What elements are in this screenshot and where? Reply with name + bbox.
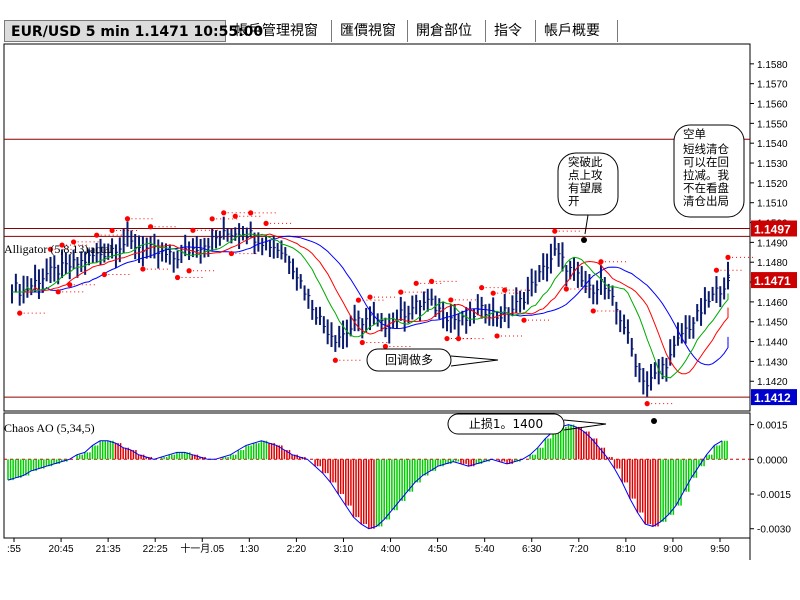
price-tick-label: 1.1450 — [757, 318, 788, 329]
price-tick-label: 1.1550 — [757, 119, 788, 130]
fractal-up-marker — [232, 213, 238, 219]
time-tick-label: 21:35 — [96, 544, 121, 555]
price-tick-label: 1.1460 — [757, 298, 788, 309]
time-tick-label: :55 — [7, 544, 21, 555]
price-tag-label: 1.1497 — [754, 222, 791, 236]
stoploss-marker — [651, 418, 657, 424]
price-tag — [751, 220, 797, 237]
tab-account-summary[interactable]: 帳戶概要 — [538, 20, 618, 42]
axes: 1.1580 1.1570 1.1560 1.1550 1.1540 1.1530 1.15… — [7, 60, 797, 555]
price-tag — [751, 272, 797, 289]
price-tick-label: 1.1560 — [757, 100, 788, 111]
tab-bar: EUR/USD 5 min 1.1471 10:55:00 帳戶管理視窗 匯價視… — [0, 20, 800, 44]
fractal-up-marker — [147, 224, 154, 230]
price-tick-label: 1.1530 — [757, 159, 788, 170]
ao-chart-title: Chaos AO (5,34,5) — [4, 421, 95, 435]
alligator-jaw-line — [12, 235, 729, 366]
short-title: 空单 — [683, 128, 706, 141]
price-tick-label: 1.1510 — [757, 199, 788, 210]
time-tick-label: 9:00 — [663, 544, 683, 555]
ao-tick-label: -0.0030 — [757, 525, 791, 536]
time-tick-label: 6:30 — [522, 544, 542, 555]
time-tick-label: 4:00 — [381, 544, 401, 555]
price-tick-label: 1.1490 — [757, 238, 788, 249]
time-tick-label: 5:40 — [475, 544, 495, 555]
ao-tick-label: 0.0015 — [757, 421, 788, 432]
breakout-text: 突破此点上攻有望展开 — [568, 156, 603, 208]
breakout-callout: 突破此点上攻有望展开 — [557, 152, 619, 235]
fractal-up-marker — [248, 210, 254, 216]
tab-open-positions[interactable]: 開倉部位 — [410, 20, 486, 42]
price-tick-label: 1.1580 — [757, 60, 788, 71]
price-tag-label: 1.1471 — [754, 274, 791, 288]
time-tick-label: 3:10 — [334, 544, 354, 555]
fractal-down-marker — [228, 250, 235, 257]
price-tick-label: 1.1420 — [757, 377, 788, 388]
time-tick-label: 9:50 — [710, 544, 730, 555]
fractal-up-marker — [190, 227, 196, 233]
price-tag-label: 1.1412 — [754, 391, 791, 405]
time-tick-label: 22:25 — [143, 544, 168, 555]
fractal-up-marker — [209, 216, 215, 222]
price-tick-label: 1.1520 — [757, 179, 788, 190]
time-tick-label: 7:20 — [569, 544, 589, 555]
price-tick-label: 1.1430 — [757, 357, 788, 368]
price-tick-label: 1.1440 — [757, 338, 788, 349]
price-tick-label: 1.1540 — [757, 139, 788, 150]
time-tick-label: 4:50 — [428, 544, 448, 555]
price-chart — [4, 138, 756, 407]
time-tick-label: 20:45 — [49, 544, 74, 555]
price-tick-label: 1.1570 — [757, 80, 788, 91]
ao-chart — [4, 424, 750, 530]
tab-quotes[interactable]: 匯價視窗 — [334, 20, 408, 42]
short-callout: 空单 短线清仓可以在回拉减。我不在看盘清仓出局 — [673, 124, 745, 218]
price-chart-title: Alligator (5,8,13) — [4, 242, 88, 256]
time-tick-label: 2:20 — [287, 544, 307, 555]
ao-signal-line — [7, 424, 723, 530]
price-tag — [751, 389, 797, 406]
time-tick-label: 十一月.05 — [180, 542, 224, 555]
tab-symbol[interactable]: EUR/USD 5 min 1.1471 10:55:00 — [4, 20, 263, 42]
breakout-marker — [581, 237, 587, 243]
pullback-callout: 回调做多 — [366, 348, 499, 372]
short-note: 短线清仓可以在回拉减。我不在看盘清仓出局 — [683, 142, 729, 208]
alligator-teeth-line — [12, 233, 729, 375]
ao-tick-label: -0.0015 — [757, 490, 791, 501]
time-tick-label: 1:30 — [240, 544, 260, 555]
time-tick-label: 8:10 — [616, 544, 636, 555]
fractal-down-marker — [186, 268, 192, 274]
fractal-label: ractal — [86, 242, 113, 256]
alligator-lips-line — [12, 233, 729, 379]
tab-orders[interactable]: 指令 — [488, 20, 536, 42]
pullback-text: 回调做多 — [385, 352, 433, 367]
stoploss-callout: 止损1。1400 — [447, 413, 657, 435]
ao-tick-label: 0.0000 — [757, 455, 788, 466]
price-tick-label: 1.1480 — [757, 258, 788, 269]
tab-account-management[interactable]: 帳戶管理視窗 — [228, 20, 332, 42]
stoploss-text: 止损1。1400 — [469, 417, 543, 431]
